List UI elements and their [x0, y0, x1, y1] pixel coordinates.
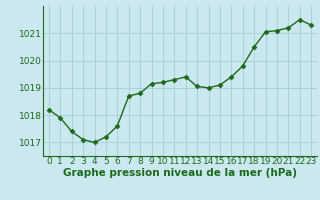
X-axis label: Graphe pression niveau de la mer (hPa): Graphe pression niveau de la mer (hPa): [63, 168, 297, 178]
